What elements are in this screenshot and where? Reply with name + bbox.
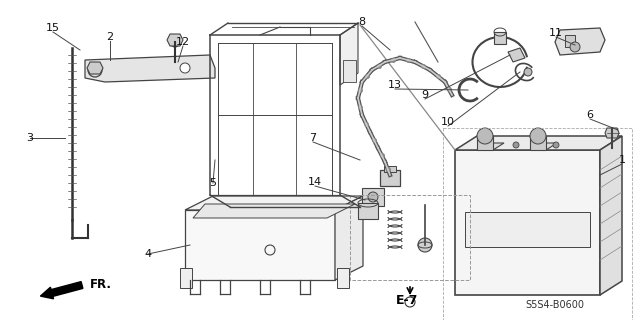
Text: 5: 5 <box>209 178 216 188</box>
Polygon shape <box>335 196 363 280</box>
Polygon shape <box>477 143 504 150</box>
Bar <box>380 170 400 186</box>
FancyArrow shape <box>40 282 83 299</box>
Circle shape <box>368 192 378 202</box>
Bar <box>350 195 470 280</box>
Text: 12: 12 <box>176 37 190 47</box>
Bar <box>362 188 384 206</box>
Bar <box>530 136 546 150</box>
Circle shape <box>180 63 190 73</box>
Polygon shape <box>555 28 605 55</box>
Polygon shape <box>337 268 349 288</box>
Bar <box>443 128 632 320</box>
Polygon shape <box>185 210 335 280</box>
Text: 6: 6 <box>586 110 593 120</box>
Polygon shape <box>605 128 619 138</box>
Circle shape <box>513 142 519 148</box>
Circle shape <box>170 37 180 47</box>
Polygon shape <box>180 268 192 288</box>
Text: 8: 8 <box>358 17 365 27</box>
Bar <box>477 136 493 150</box>
Bar <box>465 212 590 247</box>
Polygon shape <box>167 34 183 46</box>
Text: 9: 9 <box>421 90 429 100</box>
Circle shape <box>418 238 432 252</box>
Bar <box>358 203 378 219</box>
Polygon shape <box>193 204 355 218</box>
Circle shape <box>524 68 532 76</box>
Circle shape <box>477 128 493 144</box>
Text: E-7: E-7 <box>396 293 418 307</box>
Bar <box>384 166 396 172</box>
Text: 7: 7 <box>309 133 317 143</box>
Text: FR.: FR. <box>90 278 112 292</box>
Polygon shape <box>87 62 103 74</box>
Text: 4: 4 <box>145 249 152 259</box>
Circle shape <box>553 142 559 148</box>
Text: 2: 2 <box>106 32 113 42</box>
Bar <box>343 60 356 82</box>
Bar <box>455 150 600 295</box>
Text: 14: 14 <box>308 177 322 187</box>
Polygon shape <box>508 48 525 62</box>
Bar <box>494 32 506 44</box>
Circle shape <box>530 128 546 144</box>
Polygon shape <box>185 196 363 210</box>
Polygon shape <box>600 136 622 295</box>
Text: 1: 1 <box>618 155 625 165</box>
Text: 13: 13 <box>388 80 402 90</box>
Polygon shape <box>530 143 557 150</box>
Text: S5S4-B0600: S5S4-B0600 <box>525 300 584 310</box>
Circle shape <box>88 63 102 77</box>
Polygon shape <box>455 136 622 150</box>
Text: 15: 15 <box>46 23 60 33</box>
Circle shape <box>570 42 580 52</box>
Text: 11: 11 <box>549 28 563 38</box>
Polygon shape <box>85 55 215 82</box>
Text: 3: 3 <box>26 133 33 143</box>
Polygon shape <box>340 23 358 85</box>
Text: 10: 10 <box>441 117 455 127</box>
Bar <box>565 35 575 47</box>
